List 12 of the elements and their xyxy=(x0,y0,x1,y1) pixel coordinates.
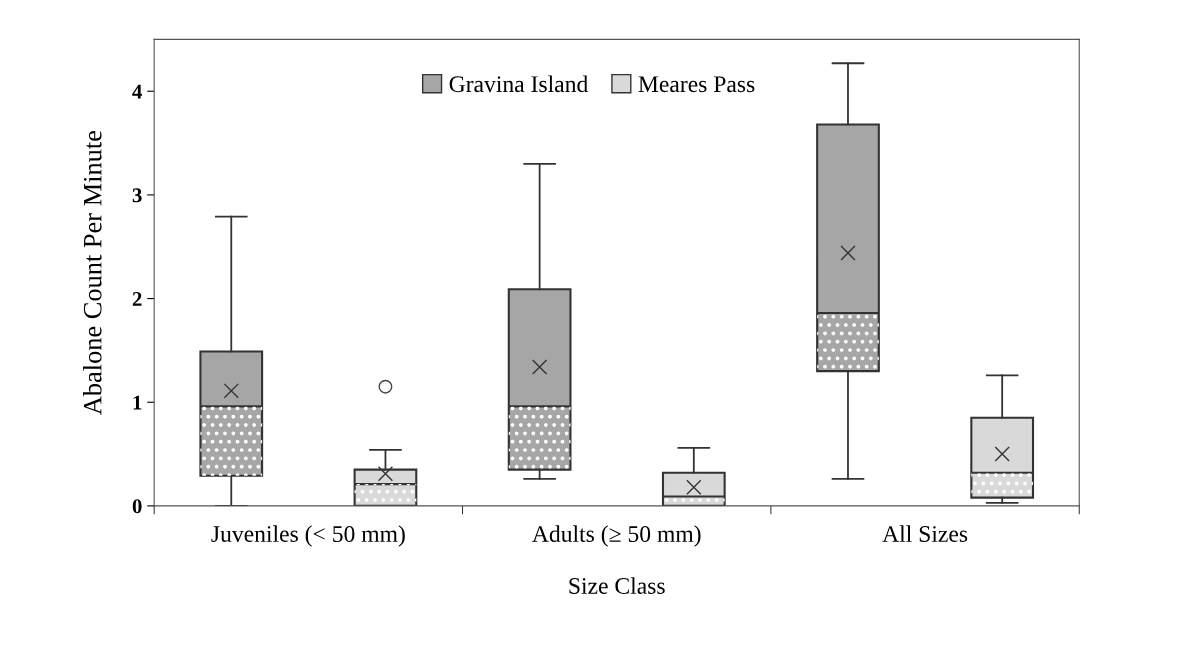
x-tick-label: All Sizes xyxy=(882,525,968,542)
legend-label: Gravina Island xyxy=(449,75,589,93)
y-tick-label: 3 xyxy=(132,188,142,203)
x-axis-title: Size Class xyxy=(569,577,665,594)
legend-label: Meares Pass xyxy=(638,76,755,93)
x-tick-label: Juveniles (< 50 mm) xyxy=(211,525,405,547)
y-tick-label: 0 xyxy=(132,499,142,514)
y-tick-label: 1 xyxy=(133,395,142,410)
y-tick-label: 2 xyxy=(132,292,142,306)
y-axis-title: Abalone Count Per Minute xyxy=(83,131,102,415)
y-tick-label: 4 xyxy=(132,84,142,99)
x-tick-label: Adults (≥ 50 mm) xyxy=(532,525,701,547)
